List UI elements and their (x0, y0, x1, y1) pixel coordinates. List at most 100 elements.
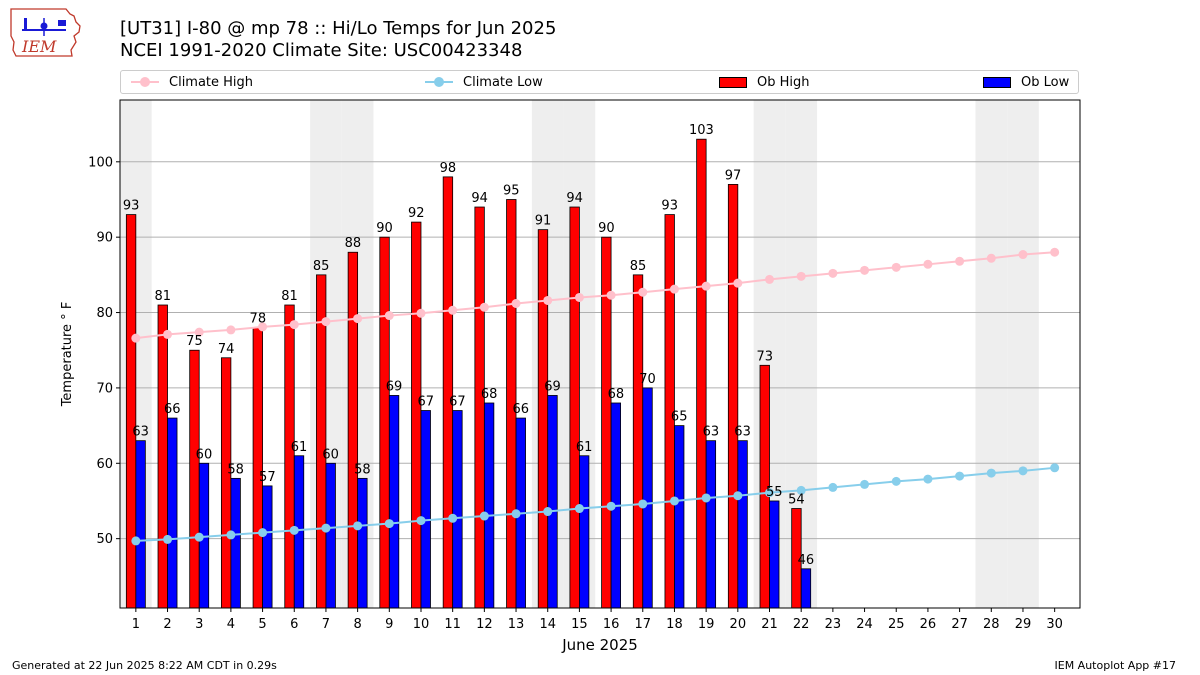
climate-low-point (479, 511, 489, 521)
ob-low-bar (483, 402, 495, 609)
ob-low-bar (800, 568, 812, 609)
y-tick-label: 90 (96, 231, 113, 246)
climate-high-point (796, 271, 806, 281)
ob-high-bar (442, 176, 454, 609)
climate-high-point (163, 329, 173, 339)
ob-high-data-label: 85 (313, 259, 330, 274)
iem-logo: IEM (10, 8, 81, 57)
climate-low-point (733, 491, 743, 501)
app-credit: IEM Autoplot App #17 (1054, 659, 1177, 672)
chart-subtitle: NCEI 1991-2020 Climate Site: USC00423348 (120, 40, 523, 61)
legend-ob-low-swatch (983, 76, 1011, 88)
climate-low-point (574, 504, 584, 514)
climate-high-point (986, 253, 996, 263)
x-tick-label: 5 (258, 617, 266, 632)
climate-low-point (353, 521, 363, 531)
climate-high-point (606, 290, 616, 300)
weekend-band (1007, 100, 1039, 608)
ob-high-data-label: 93 (123, 199, 140, 214)
climate-high-point (1018, 250, 1028, 260)
ob-low-data-label: 63 (734, 425, 751, 440)
climate-low-point (923, 474, 933, 484)
climate-low-point (638, 499, 648, 509)
x-tick-label: 14 (539, 617, 556, 632)
climate-low-point (1050, 463, 1060, 473)
climate-low-point (606, 501, 616, 511)
climate-high-point (384, 311, 394, 321)
ob-high-data-label: 78 (250, 312, 267, 327)
x-tick-label: 7 (322, 617, 330, 632)
climate-high-point (733, 278, 743, 288)
ob-high-data-label: 90 (598, 221, 615, 236)
ob-low-data-label: 61 (576, 440, 593, 455)
ob-low-data-label: 57 (259, 470, 276, 485)
ob-high-bar (189, 349, 200, 609)
ob-high-data-label: 75 (186, 334, 203, 349)
ob-low-data-label: 66 (164, 402, 181, 417)
ob-high-data-label: 103 (689, 123, 714, 138)
ob-high-bar (157, 304, 168, 609)
ob-low-data-label: 60 (196, 447, 213, 462)
ob-low-bar (674, 425, 685, 609)
ob-low-bar (769, 500, 780, 609)
ob-high-data-label: 90 (376, 221, 393, 236)
ob-high-bar (727, 184, 739, 609)
ob-high-data-label: 81 (154, 289, 171, 304)
climate-low-point (226, 530, 236, 540)
ob-low-data-label: 66 (513, 402, 530, 417)
ob-low-bar (262, 485, 273, 609)
ob-low-bar (642, 387, 653, 609)
ob-high-data-label: 94 (566, 191, 583, 206)
climate-low-point (384, 519, 394, 529)
x-tick-label: 19 (698, 617, 715, 632)
x-tick-label: 10 (413, 617, 430, 632)
ob-high-bar (569, 206, 580, 609)
x-tick-label: 16 (603, 617, 620, 632)
climate-high-point (289, 320, 299, 330)
ob-low-data-label: 55 (766, 485, 783, 500)
climate-high-point (321, 317, 331, 327)
x-tick-label: 12 (476, 617, 493, 632)
x-tick-label: 28 (983, 617, 1000, 632)
x-tick-label: 18 (666, 617, 683, 632)
ob-low-bar (452, 410, 463, 609)
climate-low-line (135, 466, 1055, 542)
ob-high-data-label: 54 (788, 493, 805, 508)
ob-low-bar (325, 462, 336, 609)
climate-low-point (543, 507, 553, 517)
climate-low-point (194, 532, 204, 542)
x-tick-label: 6 (290, 617, 298, 632)
ob-low-bar (420, 410, 431, 609)
x-tick-label: 25 (888, 617, 905, 632)
climate-low-point (511, 509, 521, 519)
ob-high-bar (379, 236, 390, 609)
climate-high-point (828, 268, 838, 278)
legend-climate-high-swatch (131, 77, 159, 87)
climate-low-point (258, 528, 268, 538)
legend-ob-low: Ob Low (983, 71, 1069, 93)
climate-high-point (891, 262, 901, 272)
climate-low-point (828, 482, 838, 492)
climate-high-point (574, 292, 584, 302)
climate-high-point (860, 265, 870, 275)
x-tick-label: 27 (951, 617, 968, 632)
climate-low-point (669, 496, 679, 506)
ob-low-bar (579, 455, 590, 609)
ob-low-data-label: 58 (227, 462, 244, 477)
climate-high-point (416, 308, 426, 318)
y-tick-label: 100 (88, 155, 113, 170)
x-tick-label: 1 (132, 617, 140, 632)
ob-low-bar (135, 440, 146, 609)
x-tick-label: 9 (385, 617, 393, 632)
ob-high-bar (347, 251, 359, 609)
chart-title: [UT31] I-80 @ mp 78 :: Hi/Lo Temps for J… (120, 18, 557, 39)
climate-high-point (1050, 247, 1060, 257)
climate-high-point (194, 327, 204, 337)
weekend-band (975, 100, 1008, 608)
x-tick-label: 4 (227, 617, 235, 632)
climate-low-point (765, 488, 775, 498)
ob-high-data-label: 95 (503, 183, 520, 198)
x-tick-label: 30 (1046, 617, 1063, 632)
y-axis-label: Temperature ° F (60, 302, 75, 408)
